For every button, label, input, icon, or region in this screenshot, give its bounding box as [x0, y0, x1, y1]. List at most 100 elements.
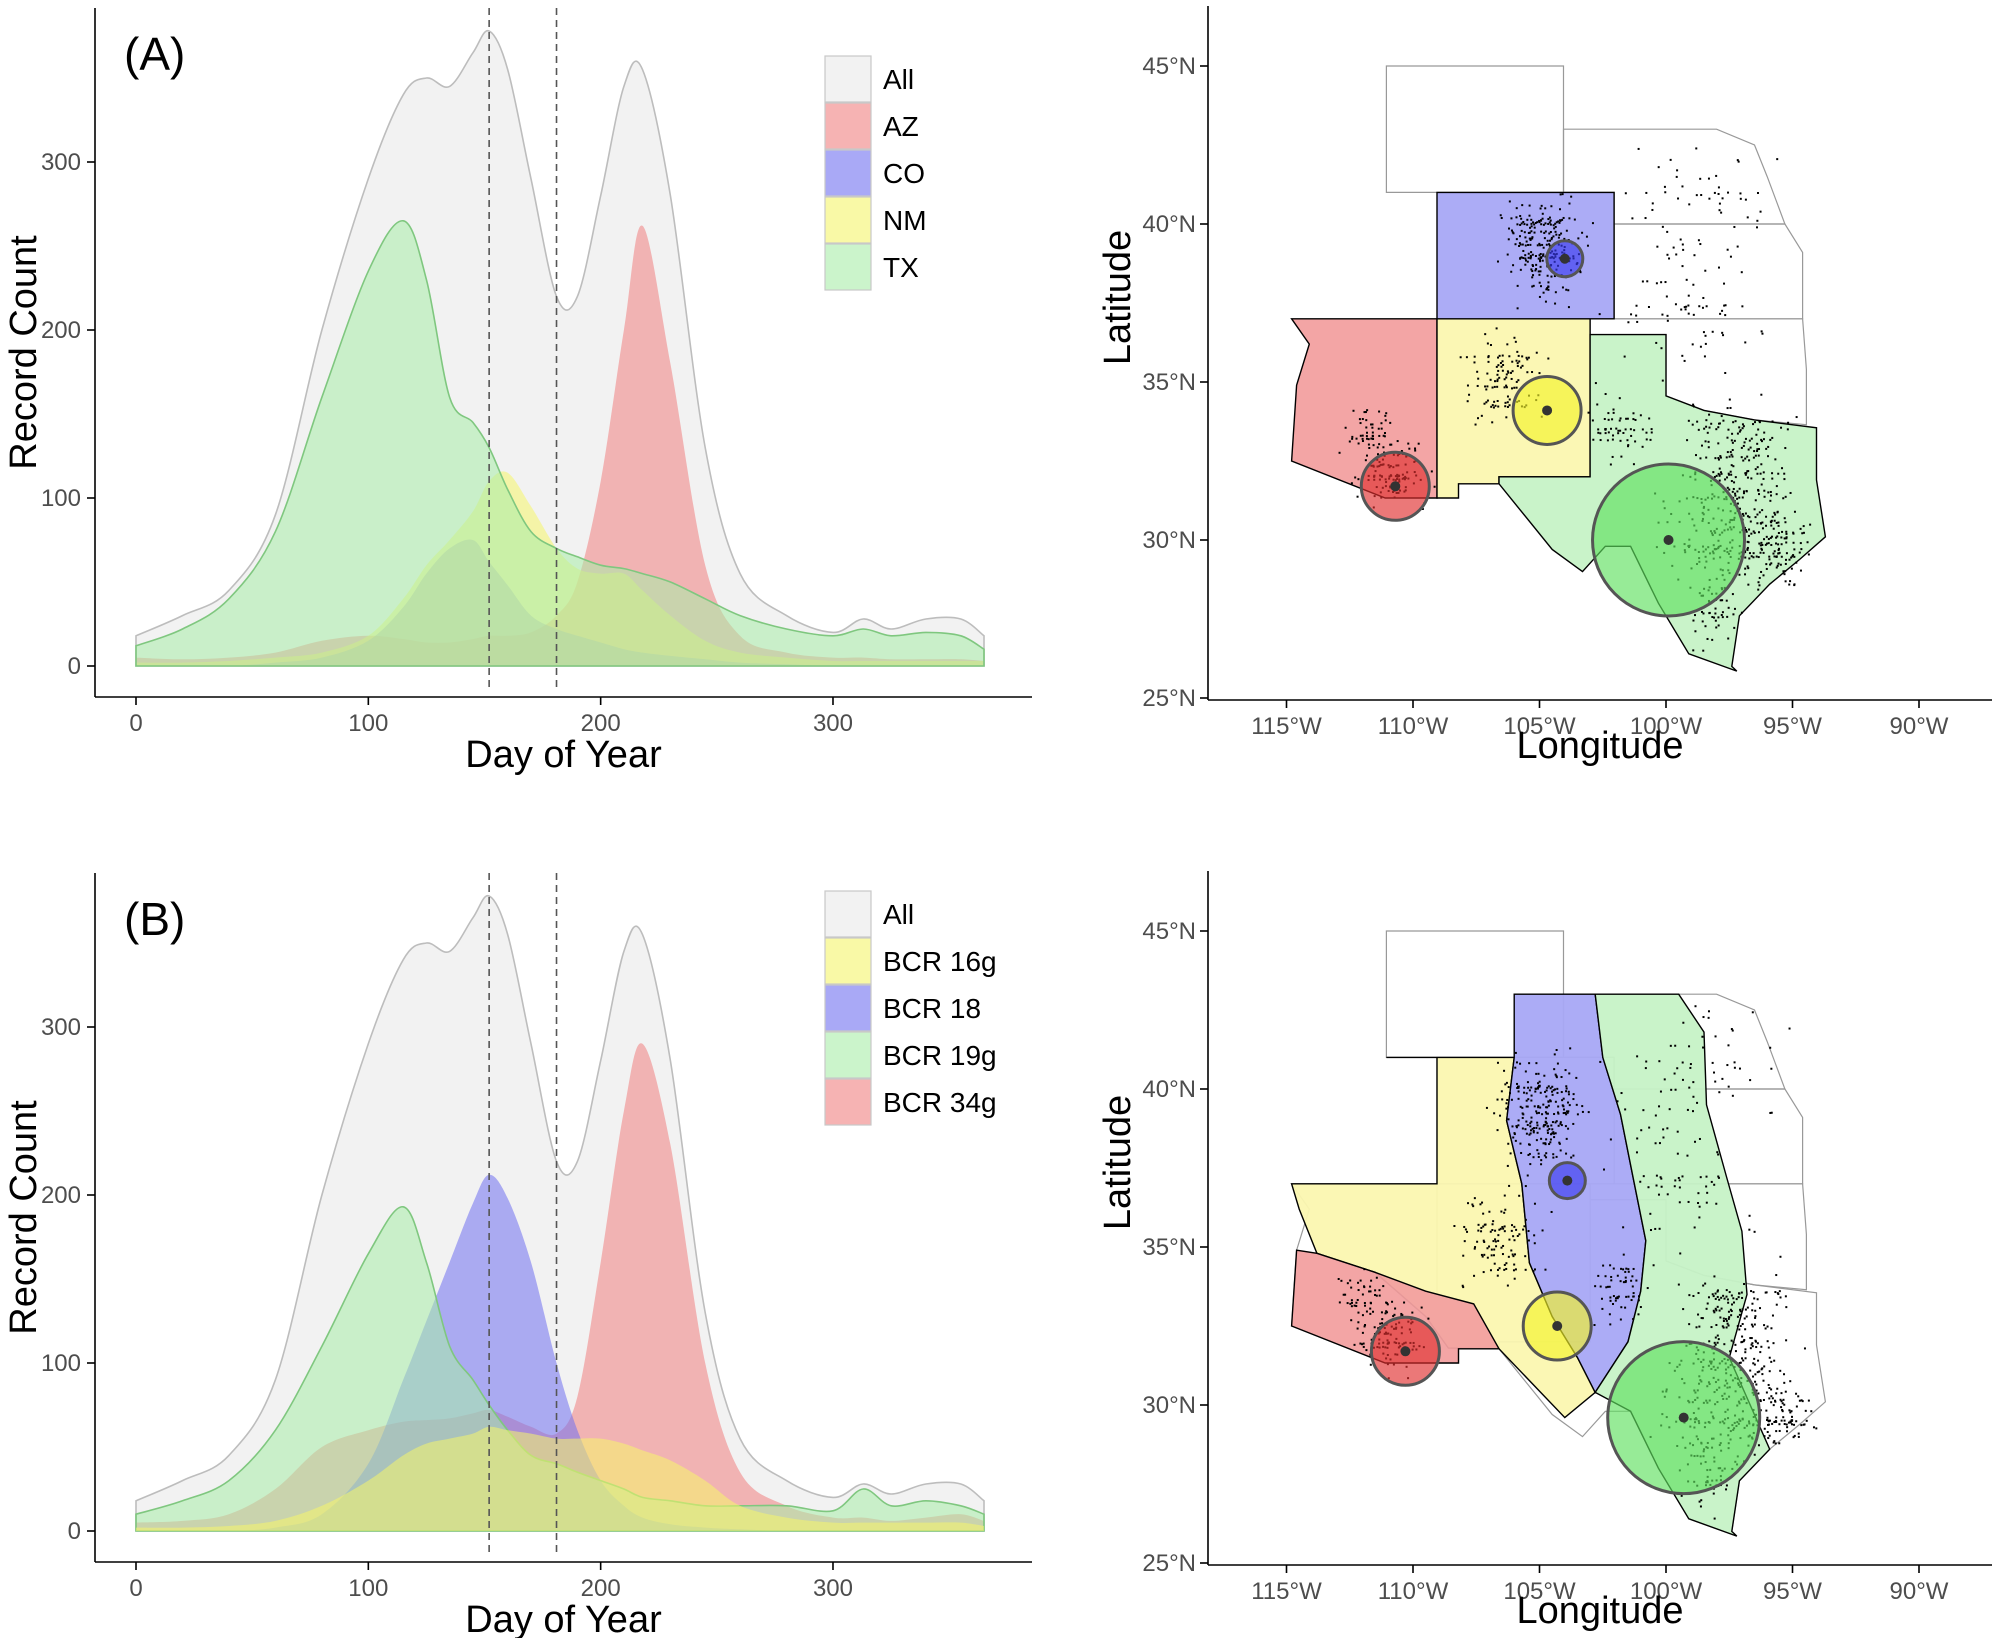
record-point — [1739, 1324, 1742, 1327]
record-point — [1633, 429, 1636, 432]
record-point — [1729, 1350, 1732, 1353]
record-point — [1529, 256, 1532, 259]
record-point — [1765, 515, 1768, 518]
legend-key-az — [824, 102, 872, 150]
record-point — [1747, 448, 1750, 451]
record-point — [1482, 1225, 1485, 1228]
record-point — [1476, 1240, 1479, 1243]
record-point — [1760, 483, 1763, 486]
record-point — [1370, 1338, 1373, 1341]
record-point — [1546, 1112, 1549, 1115]
record-point — [1723, 1343, 1726, 1346]
record-point — [1532, 1129, 1535, 1132]
record-point — [1517, 1097, 1520, 1100]
record-point — [1503, 1230, 1506, 1233]
record-point — [1650, 431, 1653, 434]
record-point — [1779, 563, 1782, 566]
record-point — [1711, 638, 1714, 641]
record-point — [1714, 1080, 1717, 1083]
record-point — [1624, 1306, 1627, 1309]
record-point — [1748, 1214, 1751, 1217]
record-point — [1550, 1124, 1553, 1127]
record-point — [1430, 470, 1433, 473]
record-point — [1728, 473, 1731, 476]
record-point — [1503, 386, 1506, 389]
record-point — [1523, 223, 1526, 226]
record-point — [1682, 1021, 1685, 1024]
record-point — [1520, 229, 1523, 232]
record-point — [1780, 555, 1783, 558]
record-point — [1464, 1228, 1467, 1231]
x-tick-label: 100 — [348, 1575, 388, 1602]
record-point — [1546, 1106, 1549, 1109]
record-point — [1763, 1435, 1766, 1438]
record-point — [1359, 1342, 1362, 1345]
record-point — [1474, 1246, 1477, 1249]
record-point — [1678, 1201, 1681, 1204]
record-point — [1496, 1129, 1499, 1132]
record-point — [1506, 1284, 1509, 1287]
record-point — [1720, 415, 1723, 418]
record-point — [1551, 1128, 1554, 1131]
record-point — [1674, 1044, 1677, 1047]
record-point — [1780, 536, 1783, 539]
record-point — [1723, 1297, 1726, 1300]
record-point — [1359, 422, 1362, 425]
record-point — [1624, 192, 1627, 195]
record-point — [1519, 1142, 1522, 1145]
record-point — [1542, 1103, 1545, 1106]
record-point — [1376, 446, 1379, 449]
record-point — [1547, 288, 1550, 291]
record-point — [1564, 1125, 1567, 1128]
record-point — [1697, 428, 1700, 431]
record-point — [1531, 371, 1534, 374]
record-point — [1557, 1112, 1560, 1115]
record-point — [1759, 1351, 1762, 1354]
record-point — [1356, 1298, 1359, 1301]
record-point — [1546, 274, 1549, 277]
record-point — [1501, 1098, 1504, 1101]
record-point — [1756, 1342, 1759, 1345]
record-point — [1632, 412, 1635, 415]
record-point — [1746, 476, 1749, 479]
record-point — [1731, 432, 1734, 435]
record-point — [1525, 1099, 1528, 1102]
record-point — [1760, 570, 1763, 573]
record-point — [1750, 1343, 1753, 1346]
record-point — [1620, 1092, 1623, 1095]
record-point — [1738, 1292, 1741, 1295]
record-point — [1760, 541, 1763, 544]
record-point — [1640, 1129, 1643, 1132]
record-point — [1593, 1324, 1596, 1327]
record-point — [1771, 515, 1774, 518]
record-point — [1541, 254, 1544, 257]
record-point — [1544, 300, 1547, 303]
record-point — [1738, 1328, 1741, 1331]
record-point — [1544, 1143, 1547, 1146]
record-point — [1782, 497, 1785, 500]
record-point — [1609, 1264, 1612, 1267]
record-point — [1624, 1276, 1627, 1279]
record-point — [1696, 420, 1699, 423]
record-point — [1772, 1441, 1775, 1444]
record-point — [1554, 225, 1557, 228]
record-point — [1661, 379, 1664, 382]
record-point — [1504, 401, 1507, 404]
record-point — [1668, 257, 1671, 260]
record-point — [1369, 1312, 1372, 1315]
centroid-dot-bcr-19g — [1678, 1412, 1689, 1423]
record-point — [1365, 435, 1368, 438]
record-point — [1770, 1327, 1773, 1330]
record-point — [1777, 552, 1780, 555]
record-point — [1647, 305, 1650, 308]
record-point — [1656, 245, 1659, 248]
record-point — [1718, 422, 1721, 425]
record-point — [1516, 365, 1519, 368]
record-point — [1789, 1380, 1792, 1383]
map-x-tick-label: 100°W — [1630, 1578, 1703, 1605]
record-point — [1396, 440, 1399, 443]
record-point — [1635, 304, 1638, 307]
record-point — [1761, 509, 1764, 512]
record-point — [1795, 1405, 1798, 1408]
record-point — [1508, 398, 1511, 401]
